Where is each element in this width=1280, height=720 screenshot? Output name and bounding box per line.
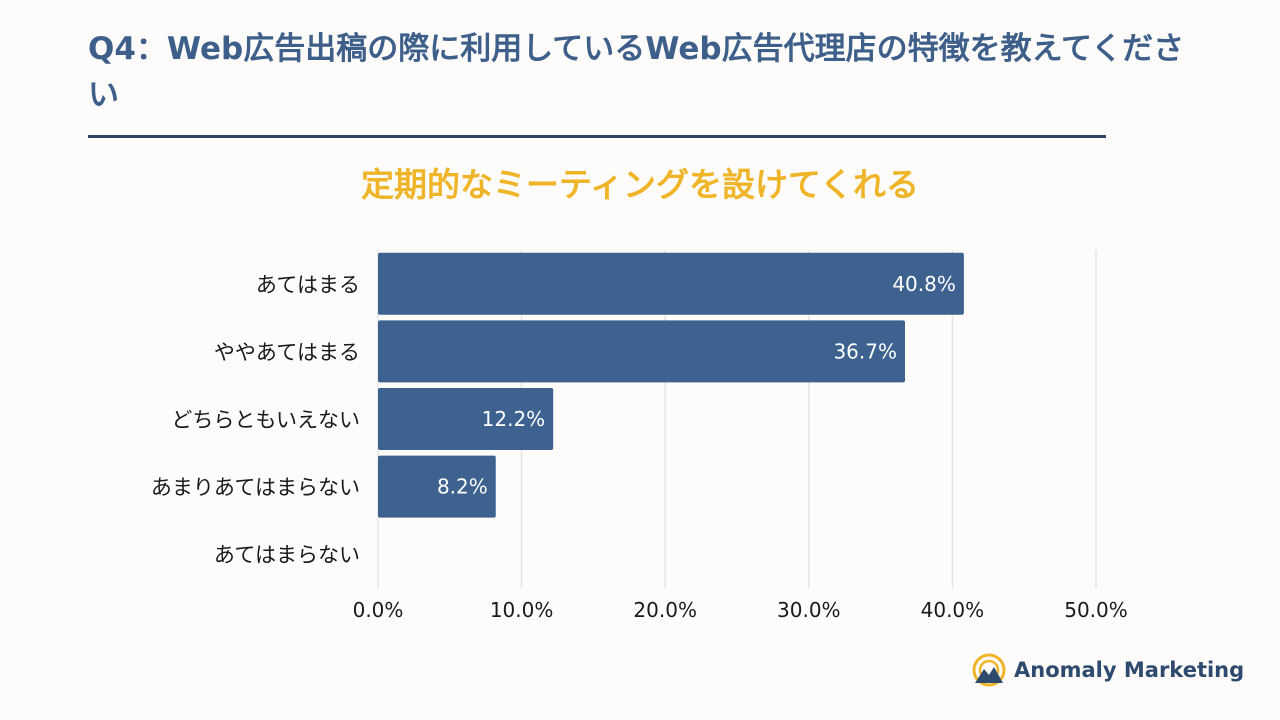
- bar-value-label: 8.2%: [437, 475, 488, 499]
- x-tick-label: 10.0%: [490, 598, 554, 622]
- bar: [378, 253, 964, 315]
- bar-value-label: 40.8%: [892, 272, 956, 296]
- bar: [378, 320, 905, 382]
- category-label: あまりあてはまらない: [151, 476, 360, 500]
- category-label: あてはまらない: [214, 543, 360, 567]
- category-label: どちらともいえない: [171, 408, 360, 432]
- bar-value-label: 12.2%: [482, 407, 546, 431]
- x-tick-label: 30.0%: [777, 598, 841, 622]
- x-tick-label: 0.0%: [353, 598, 404, 622]
- bar-value-label: 36.7%: [833, 339, 897, 363]
- x-tick-label: 40.0%: [921, 598, 985, 622]
- category-label: ややあてはまる: [214, 340, 360, 364]
- mountain-logo-icon: [972, 653, 1006, 687]
- brand-name: Anomaly Marketing: [1014, 658, 1244, 682]
- x-tick-label: 20.0%: [633, 598, 697, 622]
- brand-logo: Anomaly Marketing: [972, 652, 1244, 688]
- x-tick-label: 50.0%: [1064, 598, 1128, 622]
- category-label: あてはまる: [256, 273, 360, 297]
